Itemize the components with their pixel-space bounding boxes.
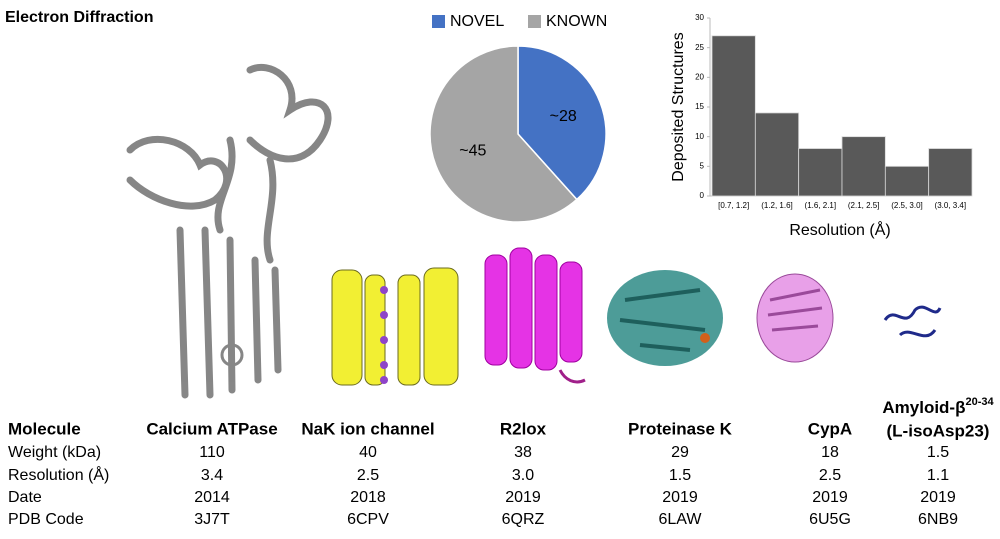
slice-label: ~45 bbox=[459, 143, 486, 160]
figure-title: Electron Diffraction bbox=[5, 9, 153, 26]
table-cell: 40 bbox=[359, 444, 377, 461]
column-header: R2lox bbox=[500, 419, 547, 438]
y-tick-label: 30 bbox=[695, 13, 704, 22]
header-text: Amyloid-β bbox=[882, 398, 965, 417]
table-cell: 6QRZ bbox=[502, 511, 545, 528]
protein-cypa bbox=[756, 273, 834, 363]
table-cell: 6CPV bbox=[347, 511, 389, 528]
protein-amyloid-beta bbox=[883, 305, 942, 338]
y-tick-label: 10 bbox=[695, 132, 704, 141]
y-tick-label: 20 bbox=[695, 72, 704, 81]
row-label: PDB Code bbox=[8, 511, 84, 528]
column-header: CypA bbox=[808, 419, 852, 438]
column-header: Calcium ATPase bbox=[146, 419, 277, 438]
legend-swatch bbox=[528, 15, 541, 28]
table-cell: 2018 bbox=[350, 489, 386, 506]
bar bbox=[798, 148, 843, 197]
x-tick-label: (1.6, 2.1] bbox=[805, 201, 837, 210]
protein-r2lox bbox=[484, 247, 586, 384]
table-cell: 18 bbox=[821, 444, 839, 461]
x-tick-label: (2.1, 2.5] bbox=[848, 201, 880, 210]
table-cell: 2019 bbox=[662, 489, 698, 506]
legend-swatch bbox=[432, 15, 445, 28]
table-cell: 3.4 bbox=[201, 467, 223, 484]
y-tick-label: 15 bbox=[695, 102, 704, 111]
table-cell: 3.0 bbox=[512, 467, 534, 484]
legend-label: KNOWN bbox=[546, 13, 607, 30]
table-cell: 1.5 bbox=[927, 444, 949, 461]
table-cell: 6U5G bbox=[809, 511, 851, 528]
table-cell: 2.5 bbox=[819, 467, 841, 484]
table-cell: 1.1 bbox=[927, 467, 949, 484]
row-label: Resolution (Å) bbox=[8, 465, 109, 484]
pie-slice bbox=[429, 45, 578, 223]
bar bbox=[928, 148, 973, 197]
x-tick-label: (1.2, 1.6] bbox=[761, 201, 793, 210]
legend-label: NOVEL bbox=[450, 13, 504, 30]
y-tick-label: 5 bbox=[700, 161, 705, 170]
x-tick-label: (3.0, 3.4] bbox=[935, 201, 967, 210]
table-cell: 38 bbox=[514, 444, 532, 461]
table-cell: 2014 bbox=[194, 489, 230, 506]
column-header: NaK ion channel bbox=[301, 419, 434, 438]
protein-proteinase-k bbox=[607, 270, 723, 366]
bar bbox=[754, 112, 800, 197]
slice-label: ~28 bbox=[550, 108, 577, 125]
y-tick-label: 25 bbox=[695, 43, 704, 52]
header-superscript: 20-34 bbox=[965, 396, 994, 408]
table-cell: 2019 bbox=[812, 489, 848, 506]
column-header: Proteinase K bbox=[628, 419, 733, 438]
table-cell: 110 bbox=[199, 444, 225, 461]
y-tick-label: 0 bbox=[700, 191, 705, 200]
pie-slice bbox=[517, 45, 607, 201]
column-header: Molecule bbox=[8, 419, 81, 438]
table-cell: 29 bbox=[671, 444, 689, 461]
table-cell: 2019 bbox=[505, 489, 541, 506]
table-cell: 1.5 bbox=[669, 467, 691, 484]
column-header-line2: (L-isoAsp23) bbox=[887, 421, 990, 440]
x-tick-label: [0.7, 1.2] bbox=[718, 201, 749, 210]
protein-calcium-atpase bbox=[126, 63, 332, 399]
protein-nak-channel bbox=[331, 267, 459, 386]
row-label: Date bbox=[8, 489, 42, 506]
bar bbox=[711, 35, 756, 197]
column-header: Amyloid-β20-34 bbox=[882, 396, 994, 418]
table-cell: 6LAW bbox=[659, 511, 703, 528]
table-cell: 2.5 bbox=[357, 467, 379, 484]
table-cell: 3J7T bbox=[194, 511, 230, 528]
bar bbox=[884, 165, 930, 197]
table-cell: 2019 bbox=[920, 489, 956, 506]
row-label: Weight (kDa) bbox=[8, 444, 101, 461]
y-axis-title: Deposited Structures bbox=[670, 32, 687, 181]
x-axis-title: Resolution (Å) bbox=[789, 220, 890, 239]
table-cell: 6NB9 bbox=[918, 511, 958, 528]
bar bbox=[841, 136, 886, 197]
x-tick-label: (2.5, 3.0] bbox=[891, 201, 923, 210]
